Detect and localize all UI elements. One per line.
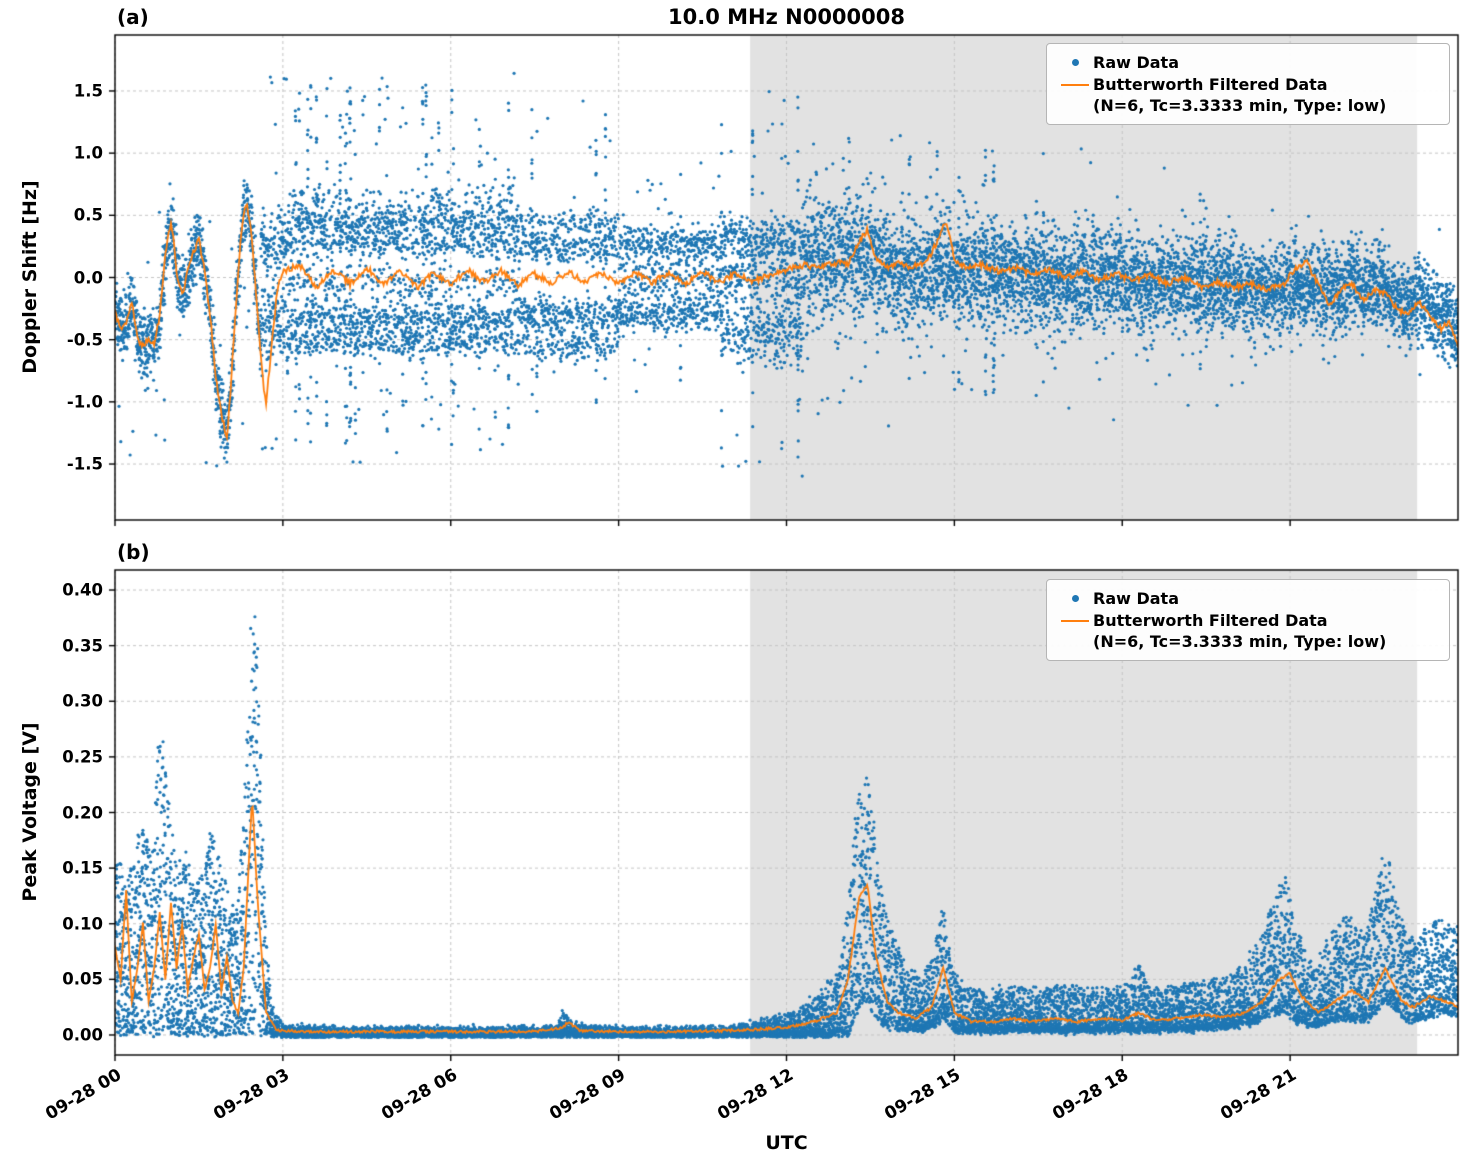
legend-filtered-label-line1: Butterworth Filtered Data	[1093, 611, 1328, 630]
chart-title: 10.0 MHz N0000008	[668, 5, 905, 29]
legend-filtered-row: Butterworth Filtered Data (N=6, Tc=3.333…	[1057, 74, 1439, 116]
panel-a-y-axis-label: Doppler Shift [Hz]	[19, 180, 41, 374]
panel-b-label: (b)	[117, 540, 150, 564]
panel-b-legend: Raw Data Butterworth Filtered Data (N=6,…	[1046, 579, 1450, 661]
legend-raw-row: Raw Data	[1057, 52, 1439, 73]
raw-data-dot-icon	[1057, 588, 1093, 609]
panel-a-legend: Raw Data Butterworth Filtered Data (N=6,…	[1046, 43, 1450, 125]
raw-data-dot-icon	[1057, 52, 1093, 73]
legend-filtered-label: Butterworth Filtered Data (N=6, Tc=3.333…	[1093, 610, 1386, 652]
x-axis-label: UTC	[765, 1132, 808, 1154]
panel-a-label: (a)	[117, 5, 149, 29]
panel-b-y-axis-label: Peak Voltage [V]	[19, 722, 41, 902]
legend-filtered-row: Butterworth Filtered Data (N=6, Tc=3.333…	[1057, 610, 1439, 652]
legend-filtered-label-line1: Butterworth Filtered Data	[1093, 75, 1328, 94]
legend-raw-row: Raw Data	[1057, 588, 1439, 609]
legend-filtered-label-line2: (N=6, Tc=3.3333 min, Type: low)	[1093, 632, 1387, 651]
filtered-line-icon	[1057, 610, 1093, 631]
legend-raw-label: Raw Data	[1093, 589, 1179, 608]
legend-filtered-label: Butterworth Filtered Data (N=6, Tc=3.333…	[1093, 74, 1386, 116]
legend-filtered-label-line2: (N=6, Tc=3.3333 min, Type: low)	[1093, 96, 1387, 115]
legend-raw-label: Raw Data	[1093, 53, 1179, 72]
filtered-line-icon	[1057, 74, 1093, 95]
